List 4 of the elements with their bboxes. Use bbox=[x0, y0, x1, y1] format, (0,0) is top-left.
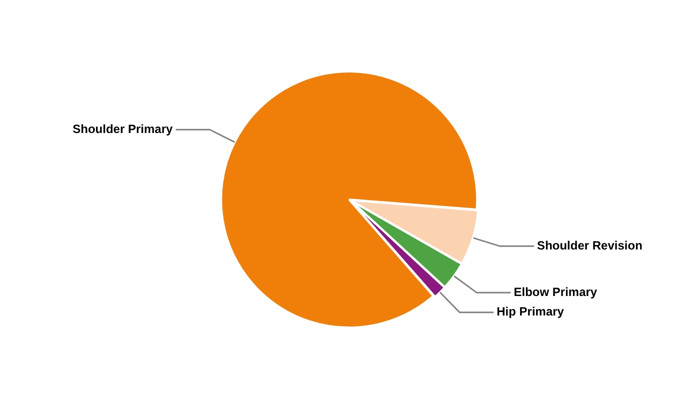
slice-label: Elbow Primary bbox=[514, 284, 598, 299]
slice-label: Shoulder Revision bbox=[537, 238, 642, 252]
slice-label: Hip Primary bbox=[496, 304, 564, 319]
slice-label: Shoulder Primary bbox=[72, 122, 173, 136]
